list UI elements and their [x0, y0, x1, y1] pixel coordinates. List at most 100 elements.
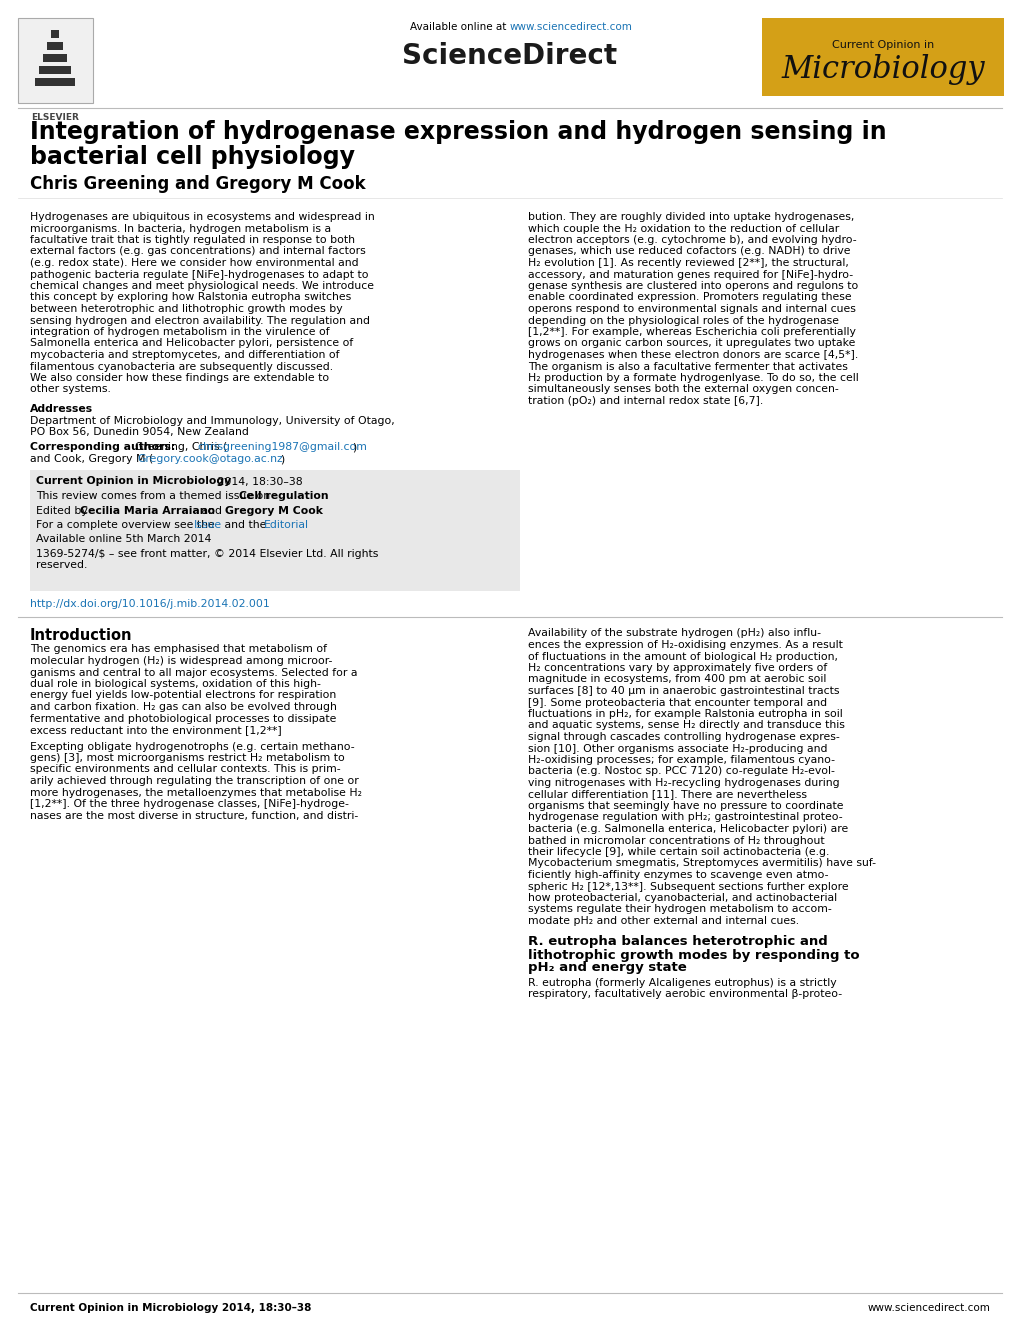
Text: Availability of the substrate hydrogen (pH₂) also influ-: Availability of the substrate hydrogen (… [528, 628, 820, 639]
Text: grows on organic carbon sources, it upregulates two uptake: grows on organic carbon sources, it upre… [528, 339, 855, 348]
Text: Mycobacterium smegmatis, Streptomyces avermitilis) have suf-: Mycobacterium smegmatis, Streptomyces av… [528, 859, 875, 868]
Text: cellular differentiation [11]. There are nevertheless: cellular differentiation [11]. There are… [528, 790, 806, 799]
Text: Integration of hydrogenase expression and hydrogen sensing in: Integration of hydrogenase expression an… [30, 120, 886, 144]
Text: Salmonella enterica and Helicobacter pylori, persistence of: Salmonella enterica and Helicobacter pyl… [30, 339, 353, 348]
Text: H₂ evolution [1]. As recently reviewed [2**], the structural,: H₂ evolution [1]. As recently reviewed [… [528, 258, 848, 269]
Text: reserved.: reserved. [36, 561, 88, 570]
Text: bacteria (e.g. Nostoc sp. PCC 7120) co-regulate H₂-evol-: bacteria (e.g. Nostoc sp. PCC 7120) co-r… [528, 766, 835, 777]
Text: Cecilia Maria Arraiano: Cecilia Maria Arraiano [79, 505, 215, 516]
Text: energy fuel yields low-potential electrons for respiration: energy fuel yields low-potential electro… [30, 691, 336, 700]
Text: 1369-5274/$ – see front matter, © 2014 Elsevier Ltd. All rights: 1369-5274/$ – see front matter, © 2014 E… [36, 549, 378, 560]
Text: how proteobacterial, cyanobacterial, and actinobacterial: how proteobacterial, cyanobacterial, and… [528, 893, 837, 904]
Text: which couple the H₂ oxidation to the reduction of cellular: which couple the H₂ oxidation to the red… [528, 224, 839, 233]
Text: [1,2**]. For example, whereas Escherichia coli preferentially: [1,2**]. For example, whereas Escherichi… [528, 327, 855, 337]
Text: This review comes from a themed issue on: This review comes from a themed issue on [36, 491, 273, 501]
Text: bacteria (e.g. Salmonella enterica, Helicobacter pylori) are: bacteria (e.g. Salmonella enterica, Heli… [528, 824, 848, 833]
Text: Excepting obligate hydrogenotrophs (e.g. certain methano-: Excepting obligate hydrogenotrophs (e.g.… [30, 741, 355, 751]
Text: The genomics era has emphasised that metabolism of: The genomics era has emphasised that met… [30, 644, 327, 655]
Text: integration of hydrogen metabolism in the virulence of: integration of hydrogen metabolism in th… [30, 327, 329, 337]
Text: depending on the physiological roles of the hydrogenase: depending on the physiological roles of … [528, 315, 839, 325]
Text: electron acceptors (e.g. cytochrome b), and evolving hydro-: electron acceptors (e.g. cytochrome b), … [528, 235, 856, 245]
Bar [36, 78, 75, 86]
Text: www.sciencedirect.com: www.sciencedirect.com [510, 22, 632, 32]
Text: facultative trait that is tightly regulated in response to both: facultative trait that is tightly regula… [30, 235, 355, 245]
Bar [18, 19, 93, 103]
Text: signal through cascades controlling hydrogenase expres-: signal through cascades controlling hydr… [528, 732, 839, 742]
Text: magnitude in ecosystems, from 400 pm at aerobic soil: magnitude in ecosystems, from 400 pm at … [528, 675, 825, 684]
Text: fermentative and photobiological processes to dissipate: fermentative and photobiological process… [30, 713, 336, 724]
Text: genases, which use reduced cofactors (e.g. NADH) to drive: genases, which use reduced cofactors (e.… [528, 246, 850, 257]
Text: Introduction: Introduction [30, 628, 132, 643]
Text: For a complete overview see the: For a complete overview see the [36, 520, 218, 531]
Text: systems regulate their hydrogen metabolism to accom-: systems regulate their hydrogen metaboli… [528, 905, 830, 914]
Text: [9]. Some proteobacteria that encounter temporal and: [9]. Some proteobacteria that encounter … [528, 697, 826, 708]
Text: arily achieved through regulating the transcription of one or: arily achieved through regulating the tr… [30, 777, 359, 786]
Text: and the: and the [221, 520, 270, 531]
Text: 2014, 18:30–38: 2014, 18:30–38 [214, 476, 303, 487]
Text: chrisgreening1987@gmail.com: chrisgreening1987@gmail.com [197, 442, 367, 452]
Text: The organism is also a facultative fermenter that activates: The organism is also a facultative ferme… [528, 361, 847, 372]
Text: Corresponding authors:: Corresponding authors: [30, 442, 179, 452]
Text: external factors (e.g. gas concentrations) and internal factors: external factors (e.g. gas concentration… [30, 246, 366, 257]
Text: H₂ production by a formate hydrogenlyase. To do so, the cell: H₂ production by a formate hydrogenlyase… [528, 373, 858, 382]
Bar [51, 30, 59, 38]
Bar [48, 42, 63, 50]
Text: between heterotrophic and lithotrophic growth modes by: between heterotrophic and lithotrophic g… [30, 304, 342, 314]
Text: Hydrogenases are ubiquitous in ecosystems and widespread in: Hydrogenases are ubiquitous in ecosystem… [30, 212, 374, 222]
Text: ): ) [352, 442, 356, 452]
Text: mycobacteria and streptomycetes, and differentiation of: mycobacteria and streptomycetes, and dif… [30, 351, 339, 360]
Text: Cell regulation: Cell regulation [238, 491, 328, 501]
Text: other systems.: other systems. [30, 385, 111, 394]
Text: and: and [198, 505, 225, 516]
Text: gens) [3], most microorganisms restrict H₂ metabolism to: gens) [3], most microorganisms restrict … [30, 753, 344, 763]
Text: Gregory.cook@otago.ac.nz: Gregory.cook@otago.ac.nz [137, 454, 282, 464]
Text: their lifecycle [9], while certain soil actinobacteria (e.g.: their lifecycle [9], while certain soil … [528, 847, 828, 857]
Text: Available online at: Available online at [410, 22, 510, 32]
Text: Department of Microbiology and Immunology, University of Otago,: Department of Microbiology and Immunolog… [30, 415, 394, 426]
Text: ): ) [280, 454, 284, 464]
Text: spheric H₂ [12*,13**]. Subsequent sections further explore: spheric H₂ [12*,13**]. Subsequent sectio… [528, 881, 848, 892]
Text: specific environments and cellular contexts. This is prim-: specific environments and cellular conte… [30, 765, 340, 774]
Text: nases are the most diverse in structure, function, and distri-: nases are the most diverse in structure,… [30, 811, 358, 820]
Text: lithotrophic growth modes by responding to: lithotrophic growth modes by responding … [528, 949, 859, 962]
Text: modate pH₂ and other external and internal cues.: modate pH₂ and other external and intern… [528, 916, 798, 926]
Text: bution. They are roughly divided into uptake hydrogenases,: bution. They are roughly divided into up… [528, 212, 854, 222]
Text: ving nitrogenases with H₂-recycling hydrogenases during: ving nitrogenases with H₂-recycling hydr… [528, 778, 839, 789]
Text: sion [10]. Other organisms associate H₂-producing and: sion [10]. Other organisms associate H₂-… [528, 744, 826, 754]
Text: R. eutropha (formerly Alcaligenes eutrophus) is a strictly: R. eutropha (formerly Alcaligenes eutrop… [528, 978, 836, 987]
Text: Edited by: Edited by [36, 505, 91, 516]
Text: excess reductant into the environment [1,2**]: excess reductant into the environment [1… [30, 725, 281, 736]
Text: pathogenic bacteria regulate [NiFe]-hydrogenases to adapt to: pathogenic bacteria regulate [NiFe]-hydr… [30, 270, 368, 279]
Text: H₂-oxidising processes; for example, filamentous cyano-: H₂-oxidising processes; for example, fil… [528, 755, 835, 765]
Text: organisms that seemingly have no pressure to coordinate: organisms that seemingly have no pressur… [528, 800, 843, 811]
Text: Greening, Chris (: Greening, Chris ( [135, 442, 227, 452]
Text: fluctuations in pH₂, for example Ralstonia eutropha in soil: fluctuations in pH₂, for example Ralston… [528, 709, 842, 718]
Text: http://dx.doi.org/10.1016/j.mib.2014.02.001: http://dx.doi.org/10.1016/j.mib.2014.02.… [30, 599, 269, 609]
Text: Microbiology: Microbiology [781, 54, 984, 85]
Bar [44, 54, 67, 62]
Text: operons respond to environmental signals and internal cues: operons respond to environmental signals… [528, 304, 855, 314]
Text: We also consider how these findings are extendable to: We also consider how these findings are … [30, 373, 329, 382]
Text: and carbon fixation. H₂ gas can also be evolved through: and carbon fixation. H₂ gas can also be … [30, 703, 336, 712]
Text: Gregory M Cook: Gregory M Cook [225, 505, 323, 516]
Bar [40, 66, 71, 74]
Text: filamentous cyanobacteria are subsequently discussed.: filamentous cyanobacteria are subsequent… [30, 361, 333, 372]
Text: chemical changes and meet physiological needs. We introduce: chemical changes and meet physiological … [30, 280, 374, 291]
Bar [30, 470, 520, 591]
Text: this concept by exploring how Ralstonia eutropha switches: this concept by exploring how Ralstonia … [30, 292, 351, 303]
Text: surfaces [8] to 40 μm in anaerobic gastrointestinal tracts: surfaces [8] to 40 μm in anaerobic gastr… [528, 687, 839, 696]
Text: Available online 5th March 2014: Available online 5th March 2014 [36, 534, 211, 545]
Text: more hydrogenases, the metalloenzymes that metabolise H₂: more hydrogenases, the metalloenzymes th… [30, 787, 362, 798]
Text: accessory, and maturation genes required for [NiFe]-hydro-: accessory, and maturation genes required… [528, 270, 852, 279]
Text: genase synthesis are clustered into operons and regulons to: genase synthesis are clustered into oper… [528, 280, 857, 291]
Text: Issue: Issue [194, 520, 222, 531]
Text: ficiently high-affinity enzymes to scavenge even atmo-: ficiently high-affinity enzymes to scave… [528, 871, 827, 880]
Text: hydrogenase regulation with pH₂; gastrointestinal proteo-: hydrogenase regulation with pH₂; gastroi… [528, 812, 842, 823]
Text: Addresses: Addresses [30, 404, 93, 414]
Text: tration (pO₂) and internal redox state [6,7].: tration (pO₂) and internal redox state [… [528, 396, 762, 406]
Text: bathed in micromolar concentrations of H₂ throughout: bathed in micromolar concentrations of H… [528, 836, 823, 845]
Text: respiratory, facultatively aerobic environmental β-proteo-: respiratory, facultatively aerobic envir… [528, 990, 842, 999]
Text: Current Opinion in Microbiology 2014, 18:30–38: Current Opinion in Microbiology 2014, 18… [30, 1303, 311, 1312]
Text: enable coordinated expression. Promoters regulating these: enable coordinated expression. Promoters… [528, 292, 851, 303]
Text: [1,2**]. Of the three hydrogenase classes, [NiFe]-hydroge-: [1,2**]. Of the three hydrogenase classe… [30, 799, 348, 808]
